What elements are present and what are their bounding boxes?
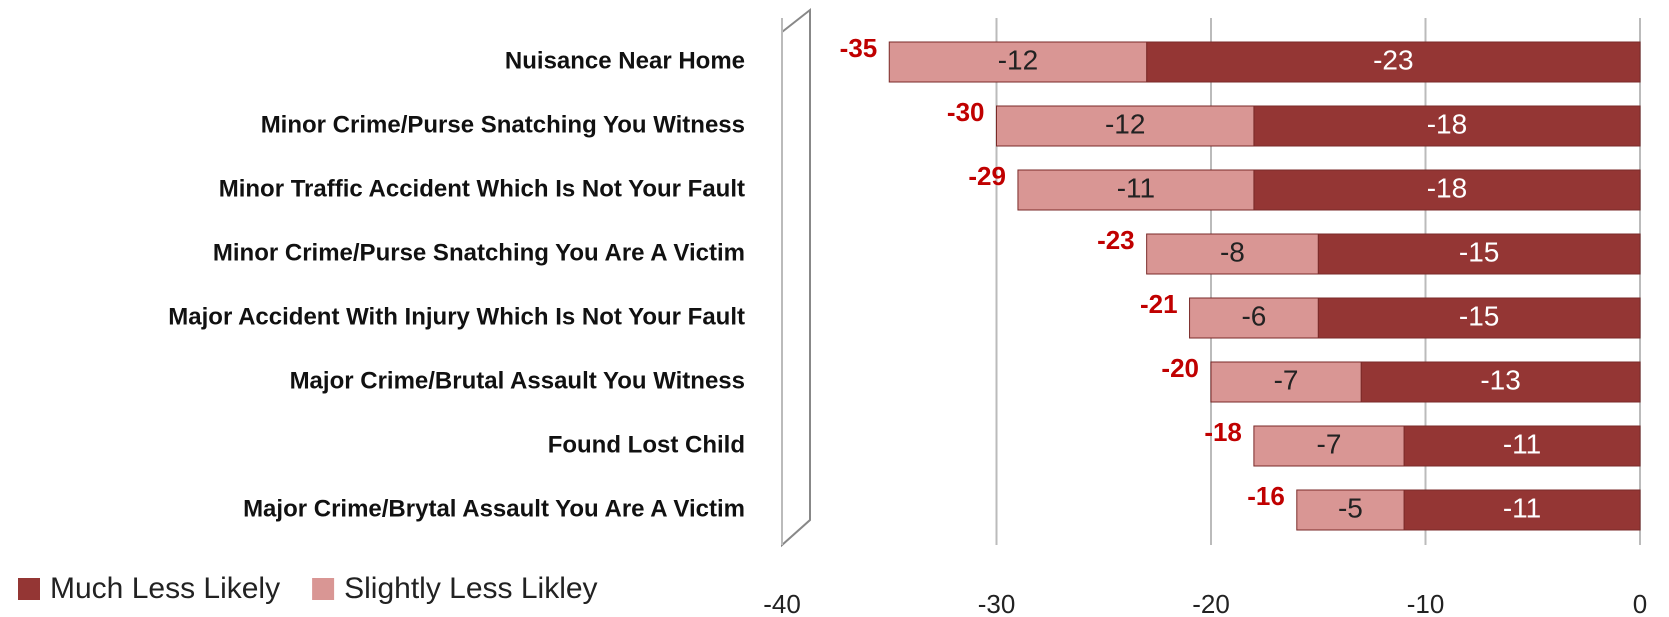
total-label: -16 (1247, 481, 1285, 511)
x-tick-label: -30 (978, 589, 1016, 617)
segment-label: -7 (1274, 364, 1299, 395)
legend-label: Much Less Likely (50, 572, 280, 605)
legend-label: Slightly Less Likley (344, 572, 597, 605)
segment-label: -12 (1105, 108, 1145, 139)
segment-label: -6 (1241, 300, 1266, 331)
segment-label: -11 (1503, 428, 1541, 459)
x-tick-label: -10 (1407, 589, 1445, 617)
total-label: -18 (1204, 417, 1242, 447)
total-label: -21 (1140, 289, 1178, 319)
legend-swatch (18, 578, 40, 600)
category-label: Major Crime/Brutal Assault You Witness (290, 367, 745, 394)
segment-label: -7 (1317, 428, 1342, 459)
x-tick-label: 0 (1633, 589, 1647, 617)
total-label: -23 (1097, 225, 1135, 255)
segment-label: -18 (1427, 172, 1467, 203)
back-wall (782, 10, 810, 545)
segment-label: -8 (1220, 236, 1245, 267)
segment-label: -15 (1459, 300, 1499, 331)
total-label: -29 (968, 161, 1006, 191)
total-label: -20 (1161, 353, 1199, 383)
x-tick-label: -20 (1192, 589, 1230, 617)
segment-label: -23 (1373, 44, 1413, 75)
chart: -40 -30 -20 -10 0 Nuisance Near Home -23 -12 -35… (0, 0, 1669, 617)
segment-label: -13 (1480, 364, 1520, 395)
category-label: Found Lost Child (548, 431, 745, 458)
segment-label: -15 (1459, 236, 1499, 267)
category-label: Major Crime/Brytal Assault You Are A Vic… (243, 495, 745, 522)
segment-label: -11 (1117, 172, 1155, 203)
segment-label: -12 (998, 44, 1038, 75)
segment-label: -11 (1503, 492, 1541, 523)
segment-label: -18 (1427, 108, 1467, 139)
x-tick-label: -40 (763, 589, 801, 617)
total-label: -35 (840, 33, 878, 63)
segment-label: -5 (1338, 492, 1363, 523)
total-label: -30 (947, 97, 985, 127)
category-label: Major Accident With Injury Which Is Not … (168, 303, 745, 330)
category-label: Minor Crime/Purse Snatching You Witness (261, 111, 745, 138)
category-label: Minor Traffic Accident Which Is Not Your… (219, 175, 745, 202)
legend-swatch (312, 578, 334, 600)
category-label: Nuisance Near Home (505, 47, 745, 74)
category-label: Minor Crime/Purse Snatching You Are A Vi… (213, 239, 745, 266)
